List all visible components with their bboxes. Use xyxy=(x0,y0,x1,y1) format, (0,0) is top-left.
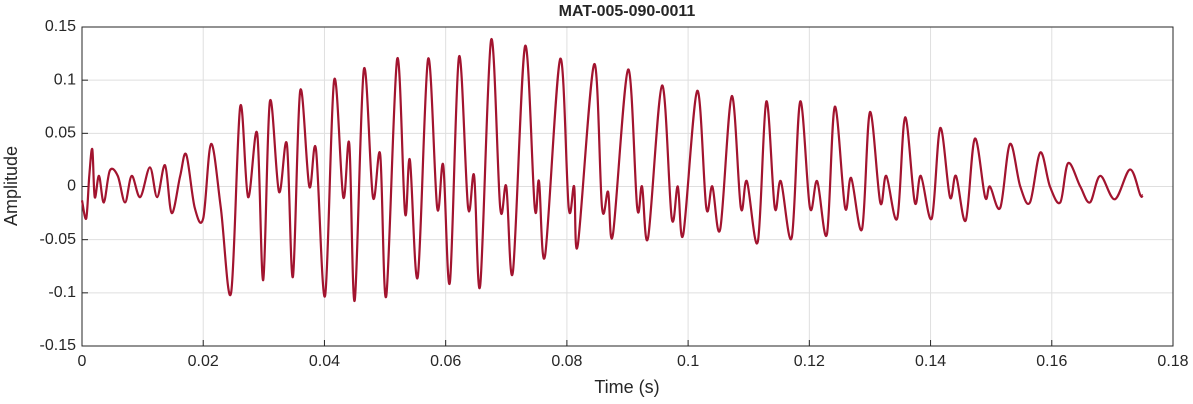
y-tick-label: 0.15 xyxy=(45,18,76,35)
x-tick-label: 0.12 xyxy=(794,353,825,370)
y-tick-label: 0.1 xyxy=(54,71,76,88)
x-tick-label: 0 xyxy=(78,353,87,370)
y-tick-label: 0.05 xyxy=(45,125,76,142)
x-axis-label: Time (s) xyxy=(594,377,659,397)
x-tick-label: 0.1 xyxy=(677,353,699,370)
x-tick-label: 0.18 xyxy=(1157,353,1188,370)
x-tick-label: 0.08 xyxy=(551,353,582,370)
data-line xyxy=(80,38,1144,302)
plot-frame xyxy=(81,26,1174,347)
y-tick-label: -0.1 xyxy=(48,284,76,301)
x-tick-label: 0.16 xyxy=(1036,353,1067,370)
x-tick-label: 0.06 xyxy=(430,353,461,370)
y-tick-label: -0.05 xyxy=(40,231,77,248)
x-tick-label: 0.04 xyxy=(309,353,340,370)
y-tick-label: -0.15 xyxy=(40,337,77,354)
chart-title: MAT-005-090-0011 xyxy=(559,3,696,20)
x-tick-label: 0.02 xyxy=(188,353,219,370)
x-tick-label: 0.14 xyxy=(915,353,946,370)
y-tick-label: 0 xyxy=(67,178,76,195)
y-axis-label: Amplitude xyxy=(1,146,21,226)
